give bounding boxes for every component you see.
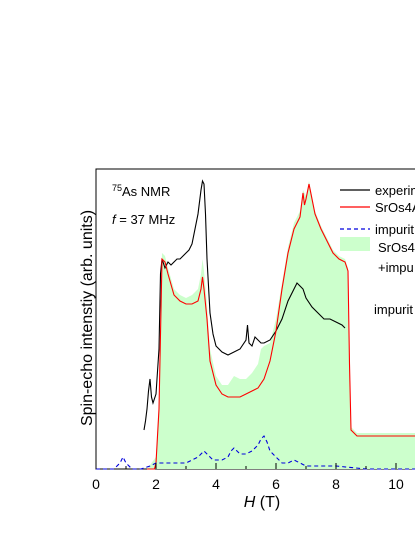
x-axis-title: H (T) — [244, 494, 280, 511]
legend-label-sum: SrOs4 — [378, 240, 415, 255]
line-layer — [96, 179, 415, 470]
x-tick-label-6: 6 — [272, 476, 280, 492]
nucleus-annotation: 75As NMR — [112, 183, 170, 199]
x-tick-label-0: 0 — [92, 476, 100, 492]
x-tick-label-10: 10 — [388, 476, 404, 492]
legend: experim SrOs4A impurit SrOs4 +impu impur… — [340, 183, 415, 317]
legend-label-calc: SrOs4A — [375, 200, 415, 215]
x-tick-label-4: 4 — [212, 476, 220, 492]
x-tick-label-8: 8 — [332, 476, 340, 492]
frequency-annotation: f = 37 MHz — [112, 212, 175, 227]
legend-label-sum-2: +impu — [378, 260, 414, 275]
legend-swatch-sum — [340, 237, 370, 251]
series-line-calc — [147, 183, 415, 470]
impurity-annotation: impurit — [374, 302, 413, 317]
x-axis-ticks: 0 2 4 6 8 10 — [92, 463, 404, 492]
legend-label-impurity: impurit — [375, 222, 414, 237]
y-axis-title: Spin-echo intenstiy (arb. units) — [79, 210, 96, 426]
fill-layer — [147, 181, 415, 469]
x-tick-label-2: 2 — [152, 476, 160, 492]
series-fill-sum — [147, 181, 415, 469]
legend-label-experiment: experim — [375, 183, 415, 198]
